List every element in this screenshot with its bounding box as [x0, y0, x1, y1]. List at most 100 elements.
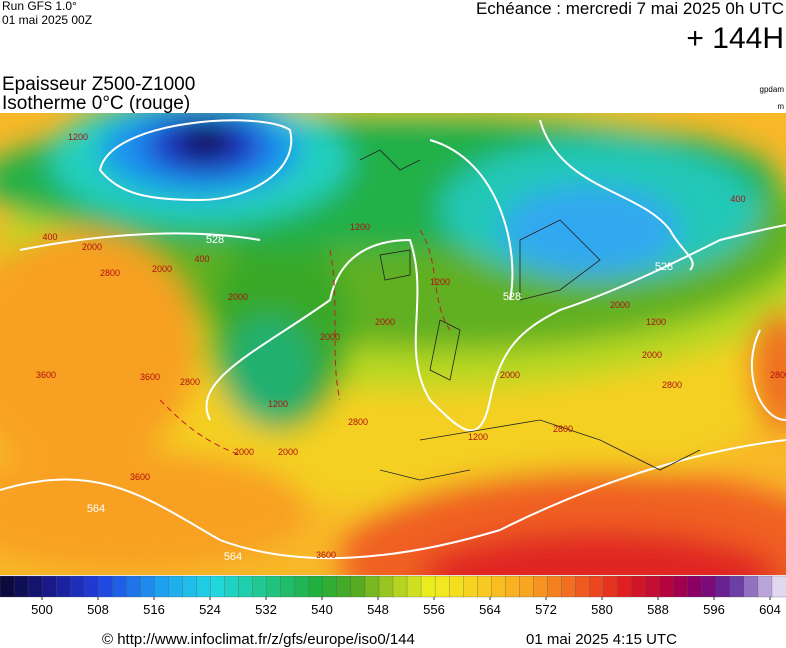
colorbar-swatch: [673, 575, 689, 598]
thickness-label: 528: [503, 291, 521, 303]
colorbar-swatch: [561, 575, 577, 598]
colorbar-swatch: [126, 575, 142, 598]
colorbar-swatch: [112, 575, 127, 598]
colorbar-swatch: [547, 575, 563, 598]
run-date: 01 mai 2025 00Z: [2, 13, 92, 27]
colorbar-tick-label: 524: [199, 602, 221, 617]
colorbar-swatch: [350, 575, 366, 598]
isotherm-label: 1200: [468, 432, 488, 442]
colorbar-swatch: [84, 575, 99, 598]
contour-labels: 528 528 528 564 564 1200 400 2000 2800 2000 400 200…: [36, 132, 786, 563]
isotherm-label: 2000: [500, 370, 520, 380]
colorbar-swatch: [27, 575, 43, 598]
isotherm-label: 1200: [68, 132, 88, 142]
colorbar-swatch: [392, 575, 408, 598]
thickness-label: 528: [206, 234, 224, 246]
colorbar-swatch: [687, 575, 703, 598]
colorbar-swatch: [771, 575, 786, 598]
isotherm-label: 2000: [610, 300, 630, 310]
colorbar-swatch: [168, 575, 184, 598]
colorbar-swatch: [13, 575, 29, 598]
colorbar-tick-label: 548: [367, 602, 389, 617]
colorbar-swatch: [448, 575, 464, 598]
colorbar-swatch: [491, 575, 506, 598]
isotherm-label: 3600: [316, 550, 336, 560]
footer-url: © http://www.infoclimat.fr/z/gfs/europe/…: [102, 631, 415, 648]
isotherm-label: 2800: [180, 377, 200, 387]
colorbar-swatch: [603, 575, 619, 598]
colorbar-swatch: [533, 575, 549, 598]
colorbar-tick-label: 580: [591, 602, 613, 617]
colorbar-swatch: [266, 575, 282, 598]
colorbar-swatch: [743, 575, 759, 598]
colorbar: 500 508 516 524 532 540 548 556 564 572 580 588 596 6…: [0, 575, 786, 617]
colorbar-swatch: [631, 575, 647, 598]
colorbar-tick-label: 500: [31, 602, 53, 617]
colorbar-swatch: [406, 575, 422, 598]
colorbar-swatch: [434, 575, 450, 598]
colorbar-swatch: [280, 575, 296, 598]
colorbar-tick-label: 564: [479, 602, 501, 617]
colorbar-swatch: [182, 575, 198, 598]
colorbar-swatch: [589, 575, 605, 598]
isotherm-label: 2000: [375, 317, 395, 327]
isotherm-label: 3600: [130, 472, 150, 482]
colorbar-swatch: [98, 575, 113, 598]
isotherm-label: 2800: [348, 417, 368, 427]
isotherm-label: 2800: [662, 380, 682, 390]
colorbar-swatch: [715, 575, 731, 598]
colorbar-tick-label: 540: [311, 602, 333, 617]
colorbar-tick-label: 532: [255, 602, 277, 617]
isotherm-label: 2000: [320, 332, 340, 342]
isotherm-label: 2800: [553, 424, 573, 434]
colorbar-swatch: [519, 575, 535, 598]
isotherm-label: 1200: [268, 399, 288, 409]
isotherm-label: 400: [730, 194, 745, 204]
colorbar-swatch: [238, 575, 254, 598]
colorbar-swatch: [308, 575, 324, 598]
isotherm-label: 400: [42, 232, 57, 242]
unit-bottom: m: [777, 102, 784, 111]
colorbar-swatch: [154, 575, 170, 598]
thickness-field: [0, 113, 786, 575]
isotherm-label: 400: [194, 254, 209, 264]
isotherm-label: 2000: [278, 447, 298, 457]
isotherm-label: 2000: [642, 350, 662, 360]
isotherm-label: 1200: [430, 277, 450, 287]
title-line-2: Isotherme 0°C (rouge): [2, 93, 190, 114]
colorbar-tick-label: 604: [759, 602, 781, 617]
isotherm-label: 1200: [350, 222, 370, 232]
colorbar-swatch: [645, 575, 661, 598]
lead-time: + 144H: [686, 22, 784, 55]
colorbar-tick-label: 572: [535, 602, 557, 617]
thickness-label: 528: [655, 261, 673, 273]
colorbar-swatch: [70, 575, 85, 598]
colorbar-swatch: [322, 575, 338, 598]
colorbar-swatch: [0, 575, 15, 598]
colorbar-swatch: [41, 575, 57, 598]
thickness-label: 564: [87, 503, 105, 515]
colorbar-swatch: [477, 575, 492, 598]
colorbar-swatch: [140, 575, 156, 598]
isotherm-label: 2800: [770, 370, 786, 380]
colorbar-swatch: [575, 575, 591, 598]
colorbar-swatch: [701, 575, 717, 598]
isotherm-label: 2800: [100, 268, 120, 278]
colorbar-swatch: [659, 575, 675, 598]
isotherm-label: 2000: [82, 242, 102, 252]
colorbar-swatch: [252, 575, 268, 598]
colorbar-swatch: [224, 575, 240, 598]
colorbar-swatch: [336, 575, 352, 598]
isotherm-label: 2000: [152, 264, 172, 274]
footer-date: 01 mai 2025 4:15 UTC: [526, 631, 677, 648]
colorbar-tick-label: 508: [87, 602, 109, 617]
isotherm-label: 3600: [140, 372, 160, 382]
colorbar-swatch: [757, 575, 773, 598]
isotherm-label: 2000: [234, 447, 254, 457]
run-label: Run GFS 1.0°: [2, 0, 77, 13]
isotherm-label: 1200: [646, 317, 666, 327]
colorbar-swatch: [378, 575, 394, 598]
colorbar-tick-label: 588: [647, 602, 669, 617]
